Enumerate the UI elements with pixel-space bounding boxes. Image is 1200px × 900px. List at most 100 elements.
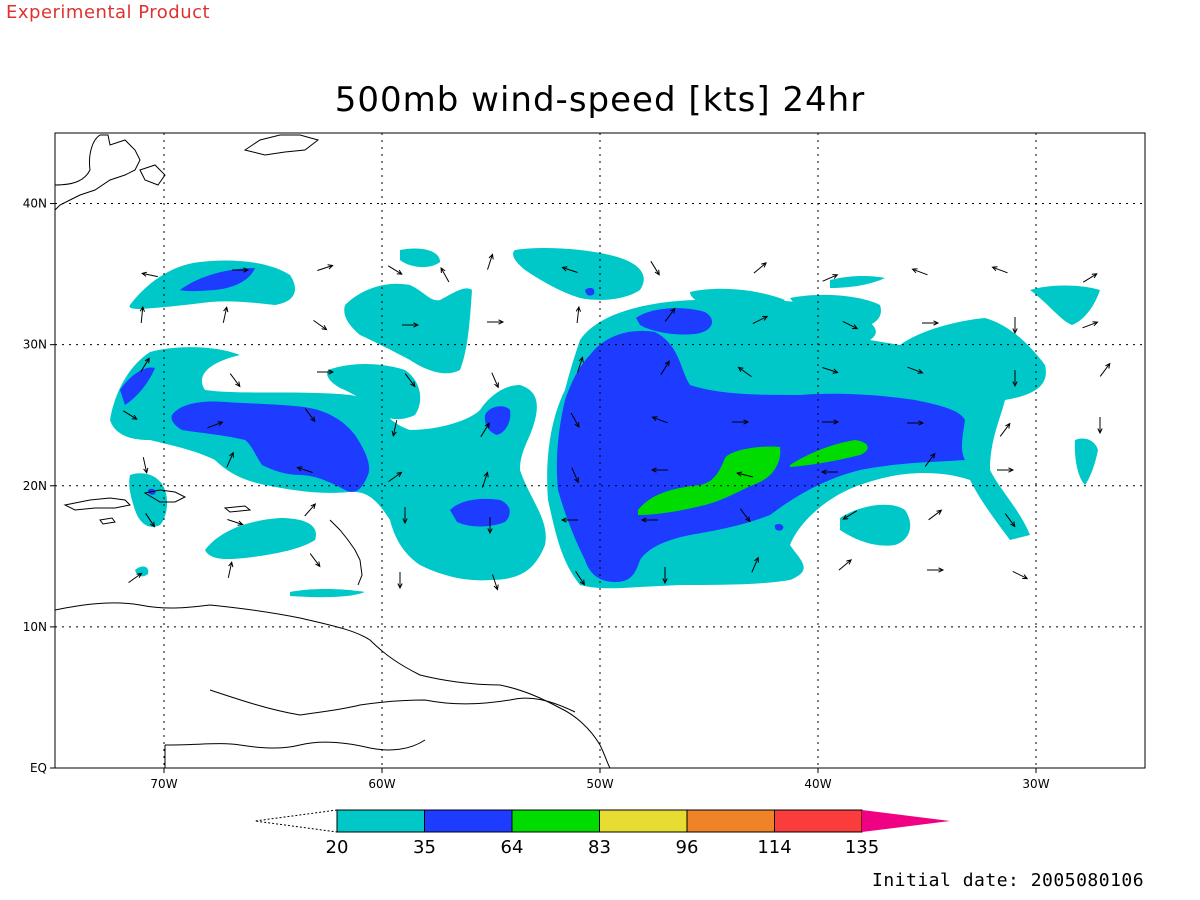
wind-arrow: [487, 253, 494, 270]
wind-arrow: [222, 306, 229, 323]
wind-arrow: [232, 267, 250, 273]
wind-arrow: [575, 305, 581, 324]
wind-arrow: [141, 271, 158, 278]
wind-arrow: [1012, 570, 1029, 580]
wind-region-20-35: [135, 566, 149, 577]
wind-arrow: [752, 315, 769, 325]
wind-arrow: [640, 517, 658, 523]
wind-arrow: [387, 265, 403, 275]
wind-arrow: [751, 556, 759, 573]
wind-arrow: [1004, 513, 1016, 528]
wind-region-20-35: [205, 518, 316, 560]
wind-arrow: [575, 571, 586, 586]
coastline-newfoundland: [243, 134, 320, 156]
wind-arrow: [304, 503, 317, 517]
wind-arrow: [997, 467, 1015, 473]
wind-arrow: [651, 416, 668, 424]
wind-arrow: [739, 508, 751, 523]
colorbar-segment: [686, 809, 775, 833]
wind-arrow: [991, 266, 1008, 274]
wind-arrow: [662, 567, 668, 585]
lon-tick-label: 70W: [150, 777, 177, 791]
wind-region-35-64: [484, 406, 511, 435]
wind-region-20-35: [290, 589, 365, 598]
wind-arrow: [753, 262, 767, 274]
axis-tick-labels: 70W 60W 50W 40W 30W 40N 30N 20N 10N EQ: [23, 197, 1050, 791]
wind-arrow: [229, 373, 241, 388]
wind-region-20-35: [344, 283, 472, 374]
wind-arrow: [1099, 362, 1111, 377]
coastline-jamaica: [99, 517, 116, 525]
wind-arrow: [296, 466, 313, 473]
wind-region-20-35: [400, 248, 440, 268]
lon-tick-label: 40W: [804, 777, 831, 791]
colorbar-segment: [599, 809, 688, 833]
wind-region-20-35: [327, 364, 421, 420]
wind-speed-shading: [110, 247, 1100, 598]
colorbar-level-label: 114: [757, 837, 791, 858]
experimental-product-label: Experimental Product: [6, 2, 211, 23]
colorbar-level-label: 135: [845, 837, 879, 858]
wind-arrow: [561, 266, 578, 273]
wind-arrow: [822, 274, 839, 282]
lat-lon-gridlines: [55, 133, 1145, 768]
wind-arrow: [145, 513, 156, 528]
lat-tick-label: 20N: [23, 479, 47, 493]
wind-arrow: [313, 319, 328, 331]
colorbar-level-label: 20: [326, 837, 349, 858]
lat-tick-label: 10N: [23, 620, 47, 634]
wind-arrow: [487, 319, 505, 325]
wind-arrow: [650, 467, 668, 473]
colorbar-segment: [336, 809, 425, 833]
wind-arrow: [1097, 417, 1103, 435]
wind-region-35-64: [890, 419, 912, 427]
wind-arrow: [560, 517, 578, 523]
wind-region-20-35: [513, 247, 644, 300]
wind-arrow: [928, 509, 943, 521]
wind-region-20-35: [129, 473, 168, 527]
wind-arrow: [207, 421, 224, 429]
wind-arrow: [440, 266, 450, 283]
wind-arrow: [907, 366, 924, 374]
colorbar-level-label: 64: [501, 837, 524, 858]
wind-arrow: [660, 360, 670, 376]
coastline-hispaniola: [143, 489, 187, 503]
wind-arrow: [927, 567, 945, 573]
wind-arrow: [402, 322, 420, 328]
wind-region-35-64: [120, 367, 155, 405]
wind-region-35-64: [585, 287, 595, 296]
wind-region-20-35: [790, 294, 881, 329]
wind-arrow: [122, 410, 138, 420]
wind-arrow: [1012, 370, 1018, 388]
wind-arrow: [480, 422, 490, 438]
wind-arrow: [664, 307, 676, 322]
wind-region-20-35: [830, 275, 885, 288]
wind-arrow: [842, 320, 859, 330]
wind-arrow: [999, 422, 1011, 437]
wind-arrow: [922, 320, 940, 326]
wind-arrow: [404, 373, 416, 388]
coastline-north-america: [54, 134, 141, 211]
wind-arrow: [1012, 317, 1018, 335]
colorbar-level-label: 96: [676, 837, 699, 858]
wind-region-35-64: [636, 308, 713, 335]
wind-region-64-83: [638, 446, 781, 515]
coastline-lesser-antilles: [329, 519, 363, 586]
wind-arrow: [924, 452, 936, 467]
wind-arrow: [487, 517, 493, 535]
wind-arrow: [822, 419, 840, 425]
colorbar-level-label: 83: [588, 837, 611, 858]
wind-arrow: [482, 471, 489, 488]
coastline-nova-scotia: [139, 164, 166, 186]
colorbar-segment: [511, 809, 600, 833]
wind-arrow: [139, 305, 145, 324]
wind-arrow: [838, 559, 852, 571]
coastline-interior-border: [209, 689, 576, 716]
wind-arrow: [388, 471, 403, 483]
wind-arrow: [140, 357, 150, 373]
wind-arrow: [737, 366, 752, 378]
wind-arrow: [391, 420, 398, 437]
wind-arrow: [650, 260, 660, 276]
wind-arrow: [227, 519, 244, 526]
